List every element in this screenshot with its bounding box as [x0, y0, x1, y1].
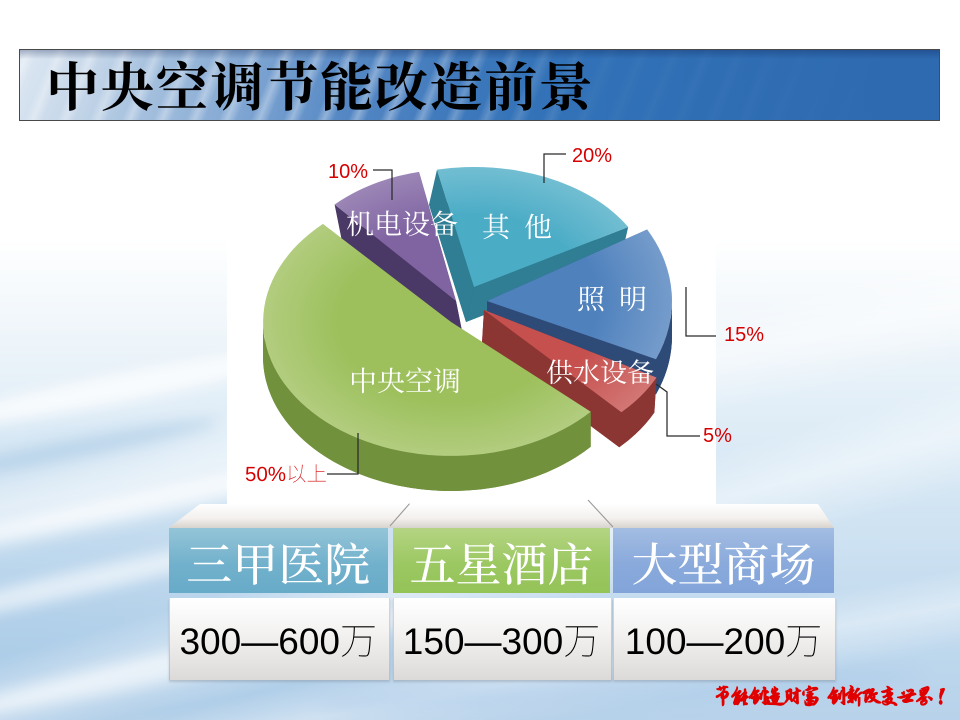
svg-text:15%: 15% [724, 324, 764, 346]
svg-text:5%: 5% [703, 425, 732, 447]
svg-text:20%: 20% [572, 145, 612, 167]
svg-text:10%: 10% [328, 161, 368, 183]
